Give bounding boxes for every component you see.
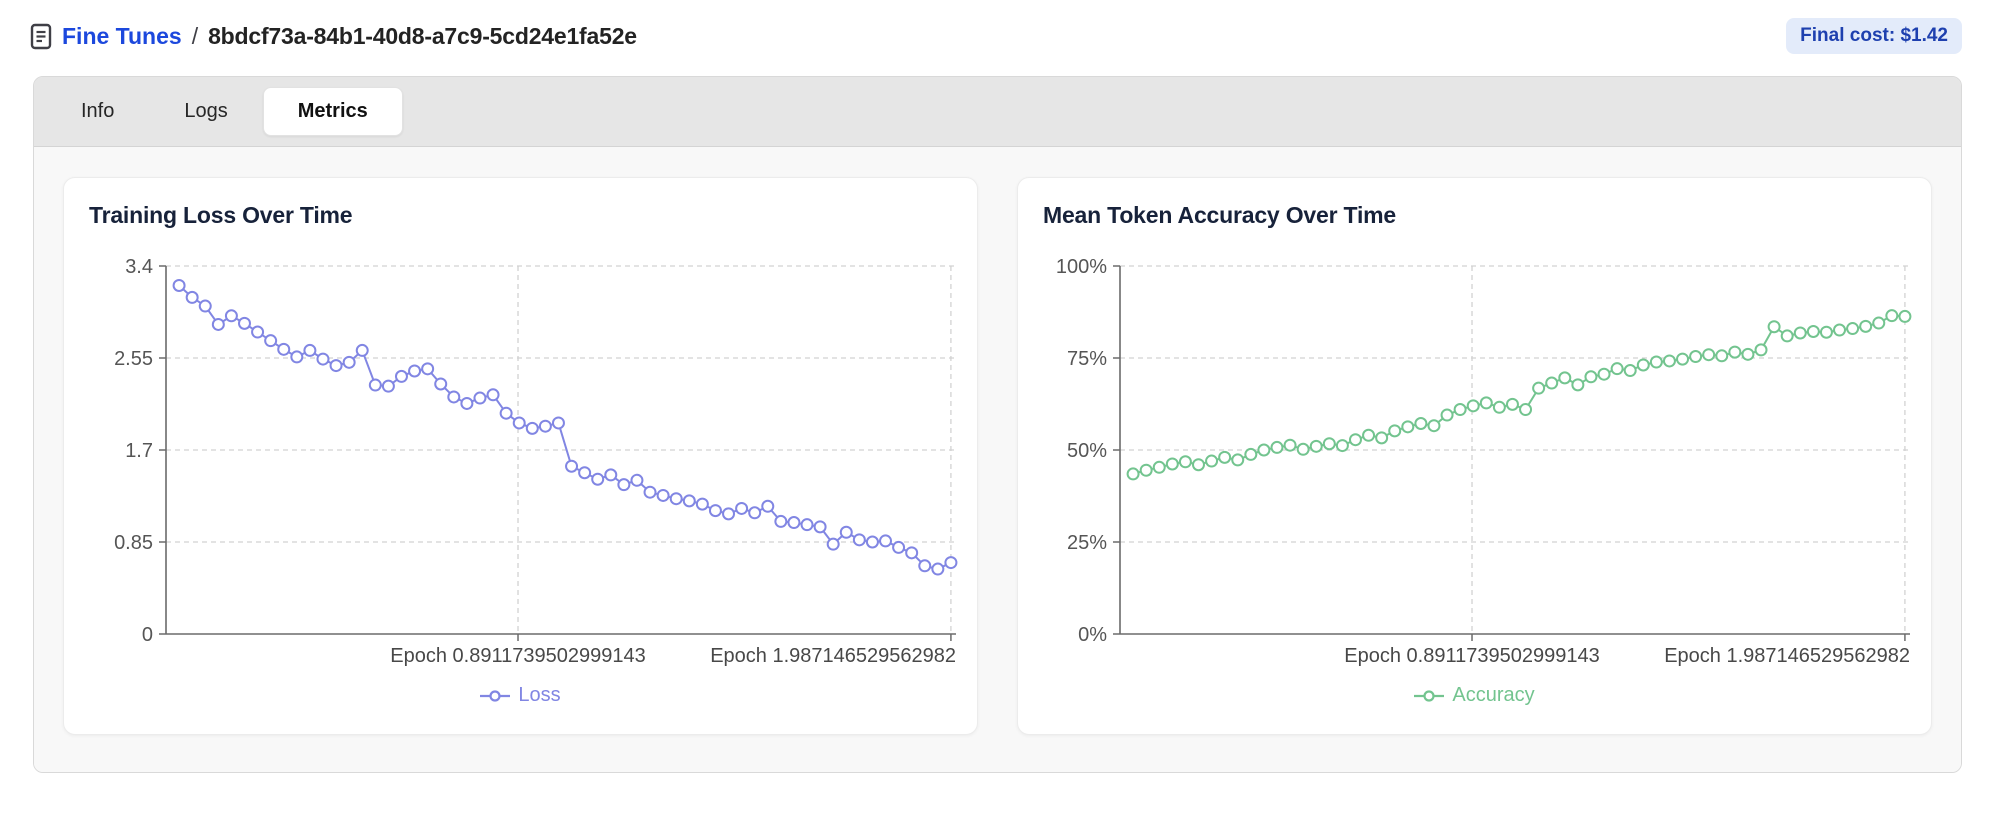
accuracy-legend-marker-icon <box>1414 689 1445 702</box>
metrics-panel: Training Loss Over Time 3.4 2.55 1.7 0.85 0 E… <box>34 147 1961 772</box>
accuracy-line-chart: 100% 75% 50% 25% 0% Epoch 0.8911739502999143 E… <box>1038 256 1912 676</box>
chart-title: Training Loss Over Time <box>89 202 353 228</box>
svg-text:1.7: 1.7 <box>125 440 153 462</box>
loss-line-chart: 3.4 2.55 1.7 0.85 0 Epoch 0.8911739502999143 E… <box>84 256 958 676</box>
tab-logs[interactable]: Logs <box>149 87 262 136</box>
accuracy-legend: Accuracy <box>1038 684 1911 707</box>
svg-text:Epoch 1.987146529562982: Epoch 1.987146529562982 <box>1664 645 1910 667</box>
training-loss-chart-card: Training Loss Over Time 3.4 2.55 1.7 0.85 0 E… <box>63 177 978 735</box>
svg-text:50%: 50% <box>1067 440 1107 462</box>
svg-text:Epoch 1.987146529562982: Epoch 1.987146529562982 <box>710 645 956 667</box>
tab-info[interactable]: Info <box>46 87 149 136</box>
svg-text:0: 0 <box>142 624 153 646</box>
tab-metrics[interactable]: Metrics <box>262 87 403 136</box>
page-header: Fine Tunes / 8bdcf73a-84b1-40d8-a7c9-5cd… <box>0 0 2000 54</box>
svg-text:0.85: 0.85 <box>114 532 153 554</box>
loss-legend-marker-icon <box>480 689 511 702</box>
svg-text:75%: 75% <box>1067 348 1107 370</box>
svg-text:25%: 25% <box>1067 532 1107 554</box>
fine-tunes-document-icon <box>30 23 52 50</box>
breadcrumb-separator: / <box>191 22 199 49</box>
svg-text:Epoch 0.8911739502999143: Epoch 0.8911739502999143 <box>1344 645 1599 667</box>
tab-bar: Info Logs Metrics <box>34 77 1961 147</box>
breadcrumb-job-id: 8bdcf73a-84b1-40d8-a7c9-5cd24e1fa52e <box>208 22 637 49</box>
svg-text:2.55: 2.55 <box>114 348 153 370</box>
loss-legend: Loss <box>84 684 957 707</box>
loss-legend-label: Loss <box>518 684 561 706</box>
metrics-tab-container: Info Logs Metrics Training Loss Over Tim… <box>33 76 1962 773</box>
svg-text:100%: 100% <box>1056 256 1107 278</box>
breadcrumb-fine-tunes-link[interactable]: Fine Tunes <box>62 22 182 49</box>
accuracy-legend-label: Accuracy <box>1452 684 1535 706</box>
svg-text:3.4: 3.4 <box>125 256 153 278</box>
svg-text:Epoch 0.8911739502999143: Epoch 0.8911739502999143 <box>390 645 645 667</box>
svg-text:0%: 0% <box>1078 624 1107 646</box>
final-cost-badge: Final cost: $1.42 <box>1786 18 1962 54</box>
chart-title: Mean Token Accuracy Over Time <box>1043 202 1396 228</box>
token-accuracy-chart-card: Mean Token Accuracy Over Time 100% 75% 50%… <box>1017 177 1932 735</box>
